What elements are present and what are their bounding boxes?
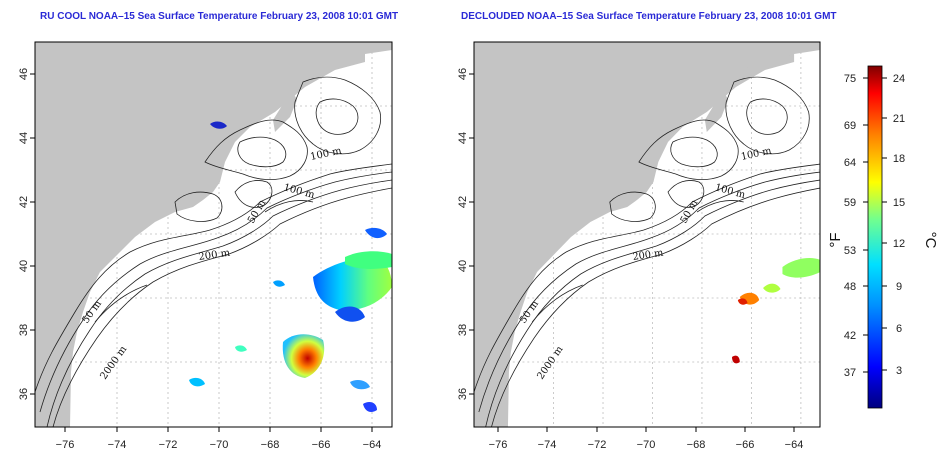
x-tick-label: −64 — [363, 439, 382, 451]
contour-label-200m: 200 m — [198, 248, 231, 263]
x-tick-label: −74 — [108, 439, 127, 451]
x-tick-label: −68 — [261, 439, 280, 451]
colorbar-f-tick: 42 — [844, 330, 856, 342]
colorbar-f-tick: 37 — [844, 367, 856, 379]
map-panel-declouded: 100 m 100 m 50 m 200 m 50 m 2000 m −76 −… — [457, 41, 821, 451]
colorbar-f-tick: 53 — [844, 245, 856, 257]
colorbar-f-tick: 75 — [844, 73, 856, 85]
colorbar-fahrenheit-ticks: 75 69 64 59 53 48 42 37 — [844, 73, 868, 379]
colorbar-f-tick: 48 — [844, 281, 856, 293]
x-tick-label: −76 — [489, 439, 508, 451]
y-tick-label: 40 — [18, 260, 30, 272]
colorbar-f-tick: 59 — [844, 197, 856, 209]
colorbar-c-tick: 3 — [896, 365, 902, 377]
y-axis-raw: 36 38 40 42 44 46 — [18, 68, 35, 400]
sst-patches-declouded — [732, 258, 820, 364]
x-tick-label: −74 — [538, 439, 557, 451]
y-tick-label: 36 — [457, 388, 469, 400]
x-tick-label: −72 — [159, 439, 178, 451]
colorbar-celsius-label: °C — [922, 232, 939, 249]
y-axis-declouded: 36 38 40 42 44 46 — [457, 68, 474, 400]
colorbar-c-tick: 6 — [896, 323, 902, 335]
y-tick-label: 46 — [18, 68, 30, 80]
colorbar-c-tick: 12 — [893, 238, 905, 250]
y-tick-label: 46 — [457, 68, 469, 80]
map-frame — [34, 41, 393, 428]
colorbar-c-tick: 24 — [893, 73, 905, 85]
contour-label-200m: 200 m — [632, 247, 665, 263]
colorbar-c-tick: 9 — [896, 281, 902, 293]
colorbar: 75 69 64 59 53 48 42 37 24 21 18 15 12 9… — [827, 65, 939, 409]
x-axis-declouded: −76 −74 −72 −70 −68 −66 −64 — [489, 427, 804, 451]
colorbar-f-tick: 64 — [844, 157, 856, 169]
x-tick-label: −76 — [56, 439, 75, 451]
colorbar-fahrenheit-label: °F — [827, 232, 844, 247]
x-tick-label: −70 — [210, 439, 229, 451]
map-title-declouded: DECLOUDED NOAA–15 Sea Surface Temperatur… — [461, 11, 837, 22]
sst-patches-raw — [189, 121, 392, 412]
y-tick-label: 42 — [457, 196, 469, 208]
y-tick-label: 38 — [457, 324, 469, 336]
colorbar-celsius-ticks: 24 21 18 15 12 9 6 3 — [882, 73, 905, 377]
x-tick-label: −66 — [736, 439, 755, 451]
y-tick-label: 36 — [18, 388, 30, 400]
colorbar-c-tick: 18 — [893, 153, 905, 165]
y-tick-label: 38 — [18, 324, 30, 336]
x-tick-label: −70 — [637, 439, 656, 451]
map-title-raw: RU COOL NOAA–15 Sea Surface Temperature … — [40, 11, 399, 22]
x-tick-label: −68 — [687, 439, 706, 451]
colorbar-c-tick: 15 — [893, 197, 905, 209]
x-tick-label: −64 — [785, 439, 804, 451]
colorbar-f-tick: 69 — [844, 120, 856, 132]
y-tick-label: 42 — [18, 196, 30, 208]
y-tick-label: 44 — [18, 132, 30, 144]
map-frame — [473, 41, 821, 428]
colorbar-gradient — [867, 65, 883, 409]
x-tick-label: −72 — [588, 439, 607, 451]
x-tick-label: −66 — [312, 439, 331, 451]
y-tick-label: 40 — [457, 260, 469, 272]
colorbar-c-tick: 21 — [893, 113, 905, 125]
y-tick-label: 44 — [457, 132, 469, 144]
x-axis-raw: −76 −74 −72 −70 −68 −66 −64 — [56, 427, 382, 451]
map-panel-raw: 100 m 100 m 50 m 200 m 50 m 2000 m −76 −… — [18, 41, 393, 451]
